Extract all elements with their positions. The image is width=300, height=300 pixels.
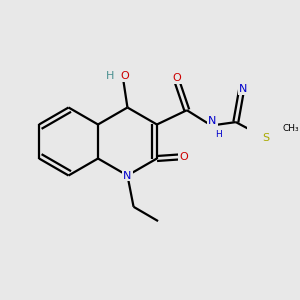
Text: O: O (121, 71, 130, 81)
Text: CH₃: CH₃ (282, 124, 299, 133)
Text: H: H (215, 130, 221, 139)
Text: N: N (239, 84, 247, 94)
Text: O: O (179, 152, 188, 162)
Text: H: H (106, 71, 114, 81)
Text: N: N (123, 170, 132, 181)
Text: S: S (262, 133, 269, 143)
Text: O: O (172, 73, 181, 83)
Text: N: N (208, 116, 217, 126)
